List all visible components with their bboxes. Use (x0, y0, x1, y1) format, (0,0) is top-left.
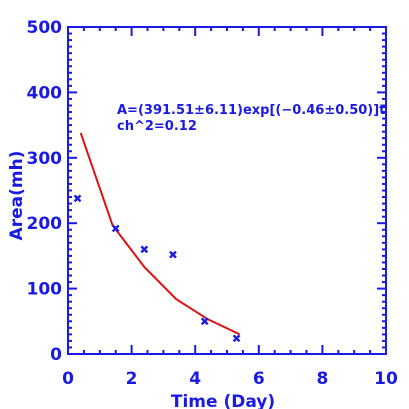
x-tick-label: 4 (189, 369, 201, 389)
x-tick-label: 2 (126, 369, 138, 389)
data-point (73, 194, 82, 203)
y-tick-label: 100 (27, 280, 63, 300)
data-point (169, 250, 177, 259)
data-point (140, 245, 149, 254)
y-tick-label: 500 (27, 18, 63, 38)
data-point (200, 317, 209, 326)
data-point (232, 334, 241, 343)
y-tick-label: 200 (27, 214, 63, 234)
y-axis-label: Area(mh) (7, 151, 27, 241)
y-tick-label: 400 (27, 83, 63, 103)
y-tick-label: 0 (50, 345, 62, 365)
x-tick-label: 10 (374, 369, 398, 389)
data-point (111, 224, 120, 233)
x-tick-label: 0 (62, 369, 74, 389)
x-axis-label: Time (Day) (171, 392, 275, 409)
x-tick-label: 6 (253, 369, 265, 389)
y-tick-label: 300 (27, 149, 63, 169)
plot-frame (67, 26, 387, 355)
data-points (73, 194, 241, 343)
axis-ticks (67, 26, 387, 355)
annotation-chi-square: ch^2=0.12 (117, 119, 197, 134)
annotation-fit-equation: A=(391.51±6.11)exp[(−0.46±0.50)]t (117, 103, 385, 118)
x-tick-label: 8 (316, 369, 328, 389)
fit-line (79, 132, 241, 336)
